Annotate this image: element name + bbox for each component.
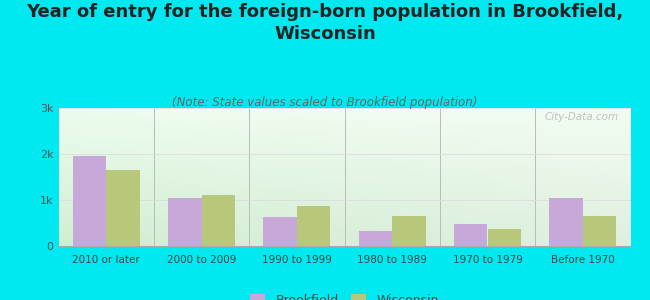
Bar bbox=[297, 206, 330, 246]
Text: City-Data.com: City-Data.com bbox=[545, 112, 619, 122]
Bar bbox=[488, 229, 521, 246]
Bar bbox=[73, 156, 106, 246]
Bar bbox=[202, 195, 235, 246]
Text: (Note: State values scaled to Brookfield population): (Note: State values scaled to Brookfield… bbox=[172, 96, 478, 109]
Bar bbox=[454, 224, 488, 246]
Bar bbox=[549, 198, 583, 246]
Bar bbox=[263, 218, 297, 246]
Bar bbox=[359, 231, 392, 246]
Bar bbox=[168, 198, 202, 246]
Bar bbox=[392, 216, 426, 246]
Text: Year of entry for the foreign-born population in Brookfield,
Wisconsin: Year of entry for the foreign-born popul… bbox=[27, 3, 623, 43]
Legend: Brookfield, Wisconsin: Brookfield, Wisconsin bbox=[246, 289, 443, 300]
Bar bbox=[583, 216, 616, 246]
Bar bbox=[106, 170, 140, 246]
